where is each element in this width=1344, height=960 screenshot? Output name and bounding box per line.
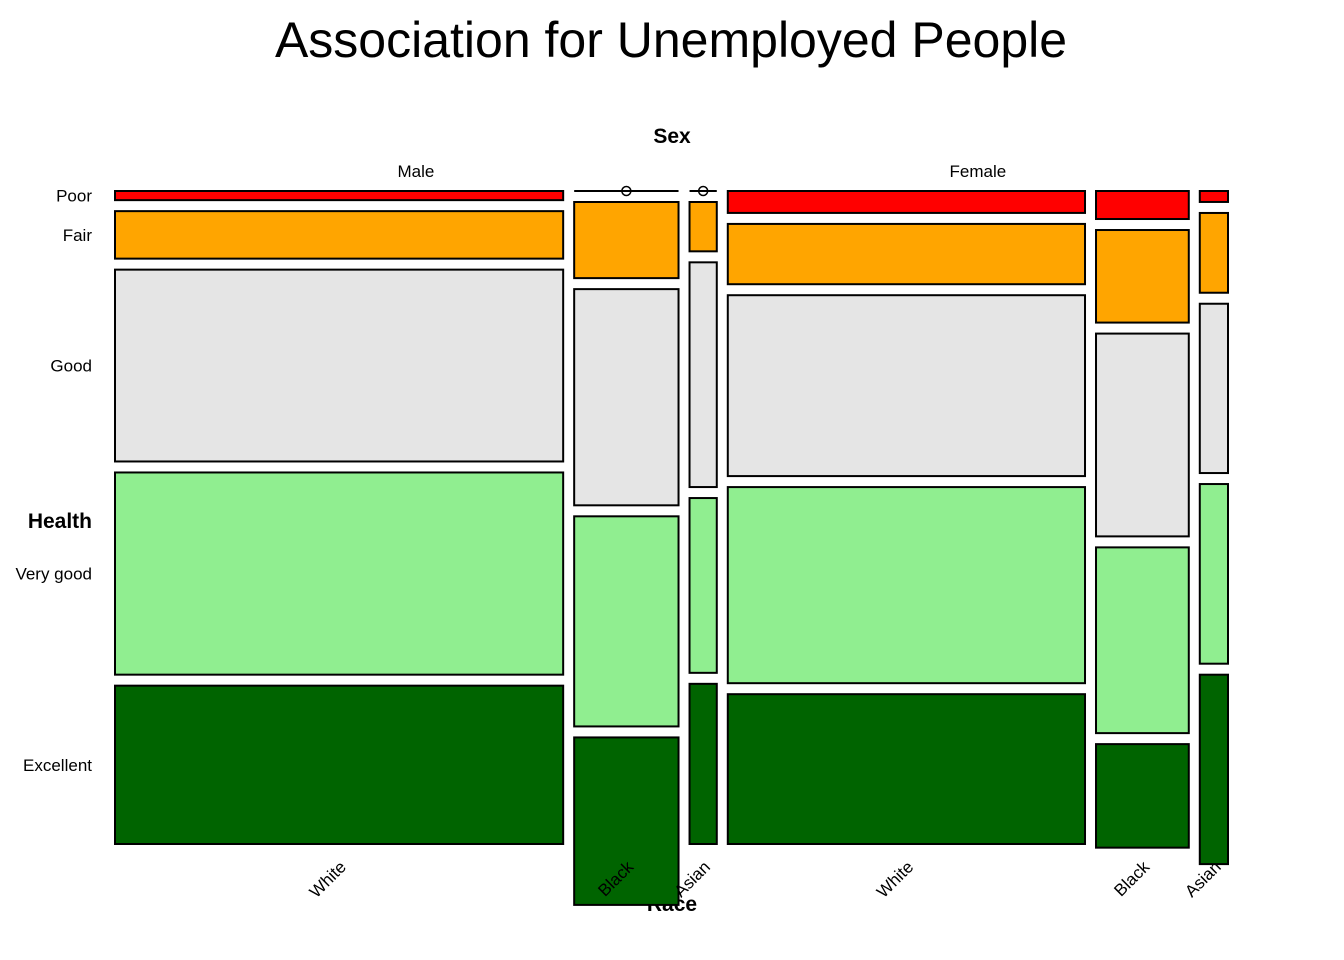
cell-female-white-excellent xyxy=(726,693,1087,845)
health-label-good: Good xyxy=(50,357,92,376)
cell-male-white-fair xyxy=(114,210,565,260)
cell-female-white-very-good xyxy=(726,486,1087,685)
cell-female-black-poor xyxy=(1095,190,1190,221)
top-axis-title: Sex xyxy=(653,125,691,148)
left-axis-title: Health xyxy=(28,510,92,533)
race-label-female-white: White xyxy=(873,857,917,901)
cell-male-black-fair xyxy=(573,201,680,280)
race-label-female-black: Black xyxy=(1110,857,1153,900)
empty-cell-marker xyxy=(697,185,709,197)
cell-male-black-good xyxy=(573,288,680,507)
cell-female-black-very-good xyxy=(1095,546,1190,735)
cell-male-asian-excellent xyxy=(688,682,718,846)
cell-male-white-poor xyxy=(114,190,565,202)
race-label-male-white: White xyxy=(306,857,350,901)
cell-male-asian-very-good xyxy=(688,497,718,674)
cell-male-white-excellent xyxy=(114,684,565,845)
cell-male-white-very-good xyxy=(114,471,565,676)
cell-female-asian-very-good xyxy=(1198,483,1230,665)
cell-female-white-good xyxy=(726,294,1087,478)
cell-male-asian-fair xyxy=(688,201,718,253)
cell-male-black-excellent xyxy=(573,736,680,906)
cell-female-white-poor xyxy=(726,190,1087,214)
health-label-excellent: Excellent xyxy=(23,756,92,775)
chart-title: Association for Unemployed People xyxy=(275,12,1067,68)
cell-female-asian-poor xyxy=(1198,190,1230,203)
cell-female-black-excellent xyxy=(1095,743,1190,849)
health-label-poor: Poor xyxy=(56,187,92,206)
health-label-very-good: Very good xyxy=(15,565,92,584)
cell-female-asian-excellent xyxy=(1198,673,1230,866)
empty-cell-marker xyxy=(621,185,632,197)
cell-male-asian-good xyxy=(688,261,718,489)
sex-label-female: Female xyxy=(950,162,1007,181)
cell-female-black-good xyxy=(1095,332,1190,538)
sex-label-male: Male xyxy=(397,162,434,181)
cell-male-black-very-good xyxy=(573,515,680,728)
cell-female-white-fair xyxy=(726,222,1087,286)
mosaic-cells xyxy=(114,185,1230,906)
cell-female-asian-good xyxy=(1198,302,1230,475)
cell-female-asian-fair xyxy=(1198,211,1230,294)
health-label-fair: Fair xyxy=(63,226,93,245)
cell-female-black-fair xyxy=(1095,229,1190,324)
cell-male-white-good xyxy=(114,268,565,463)
